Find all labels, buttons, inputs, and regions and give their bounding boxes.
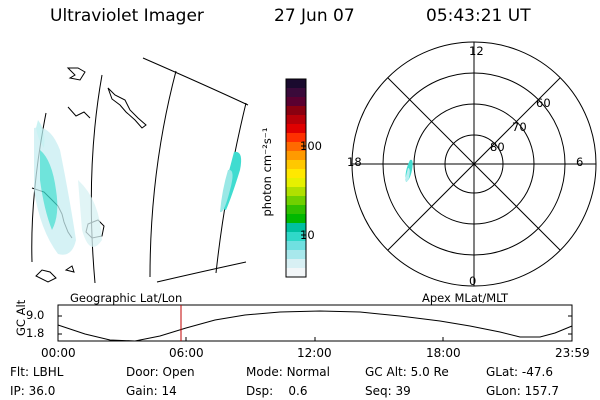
footer-glon: GLon: 157.7 [486,384,559,398]
time-label: 05:43:21 UT [426,6,531,26]
polar-label-left: 18 [347,155,362,169]
colorbar-cell [286,133,306,143]
altitude-plot-frame [57,304,573,342]
colorbar-cell [286,178,306,188]
map-grid-line [156,261,247,283]
footer-gain: Gain: 14 [126,384,177,398]
colorbar-cell [286,169,306,179]
map-grid-line [142,57,249,106]
altitude-xtick-0000: 00:00 [41,346,76,360]
aurora-emission-right [220,151,242,213]
colorbar-cell [286,223,306,233]
footer-flt: Flt: LBHL [10,365,64,379]
polar-diagonal [387,77,561,251]
colorbar-cell [286,232,306,242]
coastline [66,67,86,81]
altitude-ytick-1-8: 1.8 [26,326,45,340]
map-label-apex: Apex MLat/MLT [422,291,509,305]
colorbar-cell [286,259,306,269]
colorbar-cell [286,124,306,134]
colorbar-cell [286,151,306,161]
colorbar-cell [286,196,306,206]
map-grid-line [90,74,103,284]
colorbar-cell [286,79,306,89]
altitude-curve [57,310,573,342]
colorbar-cell [286,241,306,251]
colorbar-cell [286,106,306,116]
coastline [67,106,91,119]
polar-label-top: 12 [469,44,484,58]
aurora-emission-polar [405,159,413,182]
altitude-xtick-1200: 12:00 [297,346,332,360]
colorbar-cell [286,205,306,215]
coastline [35,269,57,283]
colorbar-cell [286,115,306,125]
polar-ring-label-60: 60 [536,96,551,110]
coastline [107,87,147,129]
colorbar-frame [285,78,307,278]
colorbar-cell [286,250,306,260]
colorbar-cell [286,187,306,197]
colorbar-cell [286,214,306,224]
colorbar-tick-100: 100 [300,139,322,153]
colorbar-cell [286,268,306,278]
colorbar-cell [286,142,306,152]
colorbar [285,78,307,278]
footer-mode: Mode: Normal [246,365,330,379]
polar-label-right: 6 [576,155,584,169]
map-label-geographic: Geographic Lat/Lon [70,291,183,305]
altitude-xtick-2359: 23:59 [555,346,590,360]
footer-seq: Seq: 39 [365,384,411,398]
footer-door: Door: Open [126,365,195,379]
colorbar-cell [286,160,306,170]
polar-ring-label-70: 70 [512,120,527,134]
app-title: Ultraviolet Imager [50,6,204,26]
date-label: 27 Jun 07 [274,6,355,26]
footer-ip: IP: 36.0 [10,384,56,398]
footer-dsp: Dsp: 0.6 [246,384,308,398]
footer-glat: GLat: -47.6 [486,365,553,379]
map-grid-line [149,70,177,278]
colorbar-tick-10: 10 [300,228,315,242]
altitude-xtick-0600: 06:00 [169,346,204,360]
altitude-plot [57,304,573,342]
altitude-ytick-9: 9.0 [26,308,45,322]
polar-plot [351,41,597,287]
coastline [64,265,75,273]
polar-ring-label-80: 80 [490,140,505,154]
altitude-xtick-1800: 18:00 [426,346,461,360]
colorbar-cell [286,88,306,98]
colorbar-cell [286,97,306,107]
polar-label-bottom: 0 [469,274,477,288]
aurora-emission-geo [34,120,102,255]
footer-gc-alt: GC Alt: 5.0 Re [365,365,449,379]
